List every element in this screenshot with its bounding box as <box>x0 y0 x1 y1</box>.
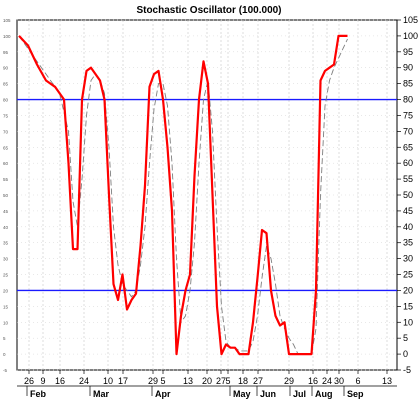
x-day-label: 24 <box>79 376 89 386</box>
x-day-label: 9 <box>40 376 45 386</box>
x-day-label: 5 <box>160 376 165 386</box>
x-day-label: 16 <box>308 376 318 386</box>
x-month-label: Sep <box>347 389 364 399</box>
y-tick-label-left: 95 <box>3 50 9 55</box>
y-tick-label-right: 5 <box>403 333 408 343</box>
x-day-label: 6 <box>355 376 360 386</box>
x-day-label: 20 <box>202 376 212 386</box>
x-day-label: 30 <box>334 376 344 386</box>
y-tick-label-right: 45 <box>403 206 413 216</box>
y-tick-label-right: 25 <box>403 270 413 280</box>
y-tick-label-right: 105 <box>403 15 418 25</box>
y-tick-label-right: 0 <box>403 349 408 359</box>
x-day-label: 10 <box>103 376 113 386</box>
y-tick-label-right: -5 <box>403 365 411 375</box>
y-tick-label-left: 30 <box>3 257 9 262</box>
y-tick-label-left: 65 <box>3 145 9 150</box>
y-tick-label-right: 40 <box>403 222 413 232</box>
y-tick-label-left: 15 <box>3 304 9 309</box>
y-tick-label-left: 50 <box>3 193 9 198</box>
y-tick-label-left: 0 <box>3 352 6 357</box>
y-axis-left: -5 0 5 10 15 20 25 30 35 40 45 50 55 60 65 70 75 80 85 90 95… <box>3 18 11 373</box>
y-tick-label-right: 55 <box>403 174 413 184</box>
x-day-label: 13 <box>382 376 392 386</box>
y-tick-label-right: 50 <box>403 190 413 200</box>
series-line-solid-red <box>18 34 348 356</box>
x-day-label: 27 <box>216 376 226 386</box>
x-day-label: 13 <box>183 376 193 386</box>
x-month-label: Jun <box>260 389 276 399</box>
y-tick-label-right: 75 <box>403 110 413 120</box>
y-tick-label-left: 85 <box>3 82 9 87</box>
y-tick-label-left: 100 <box>3 34 11 39</box>
y-tick-label-right: 35 <box>403 238 413 248</box>
y-tick-label-right: 85 <box>403 79 413 89</box>
x-month-label: Jul <box>293 389 306 399</box>
y-tick-label-left: 35 <box>3 241 9 246</box>
x-month-label: Aug <box>315 389 333 399</box>
y-tick-label-right: 15 <box>403 301 413 311</box>
y-tick-label-left: 55 <box>3 177 9 182</box>
x-day-label: 24 <box>322 376 332 386</box>
x-day-label: 27 <box>253 376 263 386</box>
y-tick-label-right: 90 <box>403 63 413 73</box>
y-tick-label-left: 75 <box>3 113 9 118</box>
y-tick-label-left: 90 <box>3 66 9 71</box>
y-tick-label-right: 100 <box>403 31 418 41</box>
y-axis-right: -5 0 5 10 15 20 25 30 35 40 45 50 55 60 65 70 75 80 85 90 95… <box>397 15 418 375</box>
x-day-label: 26 <box>24 376 34 386</box>
y-tick-label-left: 105 <box>3 18 11 23</box>
y-tick-label-right: 20 <box>403 285 413 295</box>
y-tick-label-left: 80 <box>3 98 9 103</box>
y-tick-label-left: 60 <box>3 161 9 166</box>
x-month-label: Feb <box>30 389 47 399</box>
chart-title: Stochastic Oscillator (100.000) <box>136 5 281 16</box>
x-day-label: 16 <box>55 376 65 386</box>
y-tick-label-left: 25 <box>3 273 9 278</box>
y-tick-label-left: 40 <box>3 225 9 230</box>
y-tick-label-left: 5 <box>3 336 6 341</box>
x-day-label: 18 <box>238 376 248 386</box>
y-tick-label-left: 70 <box>3 129 9 134</box>
x-month-label: Apr <box>155 389 171 399</box>
x-day-label: 29 <box>148 376 158 386</box>
x-day-label: 17 <box>118 376 128 386</box>
y-tick-label-right: 30 <box>403 254 413 264</box>
y-tick-label-right: 95 <box>403 47 413 57</box>
y-tick-label-left: 20 <box>3 288 9 293</box>
y-tick-label-right: 70 <box>403 126 413 136</box>
x-axis-day-ticks: 26 9 16 24 10 17 29 5 13 20 27 5 18 27 29 16 24 30 6 13 <box>24 370 392 386</box>
x-day-label: 29 <box>284 376 294 386</box>
y-tick-label-left: -5 <box>3 368 7 373</box>
y-tick-label-right: 65 <box>403 142 413 152</box>
x-month-label: May <box>233 389 251 399</box>
x-month-label: Mar <box>93 389 110 399</box>
series-layer <box>18 34 348 356</box>
x-day-label: 5 <box>225 376 230 386</box>
x-axis-month-ticks: Feb Mar Apr May Jun Jul Aug Sep <box>26 386 364 399</box>
reference-lines <box>17 98 397 292</box>
y-tick-label-right: 80 <box>403 95 413 105</box>
y-tick-label-right: 10 <box>403 317 413 327</box>
y-tick-label-right: 60 <box>403 158 413 168</box>
y-tick-label-left: 10 <box>3 320 9 325</box>
y-tick-label-left: 45 <box>3 209 9 214</box>
